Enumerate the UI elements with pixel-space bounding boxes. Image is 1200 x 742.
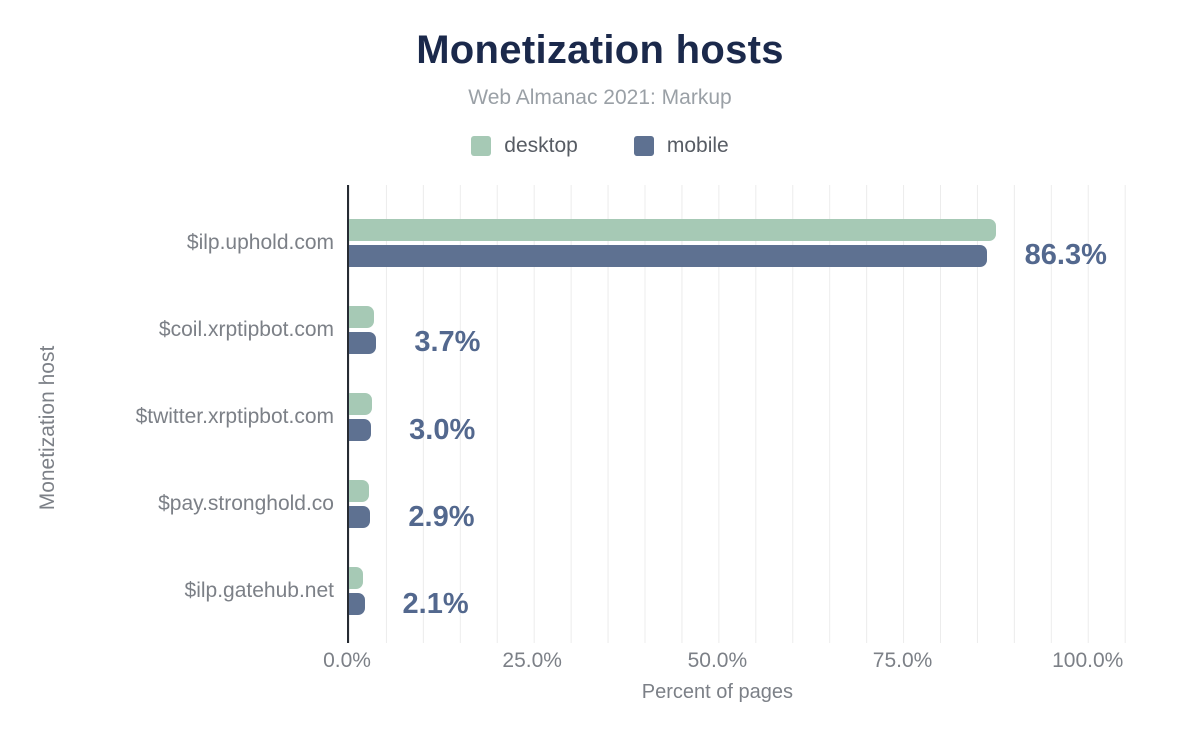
bar-mobile-wrap [349,506,371,529]
legend-label-mobile: mobile [666,134,729,157]
x-axis-tick-labels: 0.0% 25.0% 50.0% 75.0% 100.0% [323,649,1147,675]
legend-item-desktop[interactable]: desktop [471,134,578,158]
x-axis: 0.0% 25.0% 50.0% 75.0% 100.0% Percent of pag… [323,635,1147,711]
legend-swatch-mobile-icon [633,136,654,156]
category-label: $ilp.uphold.com [186,230,334,254]
x-tick-label: 50.0% [687,649,748,672]
bar-mobile-wrap [349,419,372,441]
category-label: $coil.xrptipbot.com [158,317,334,341]
value-label: 2.9% [408,500,475,533]
bar-group: 2.9% [349,461,1147,548]
x-axis-title: Percent of pages [641,681,793,703]
x-axis-tick-marks [347,635,1147,643]
mobile-bar-line: 3.7% [349,328,1147,357]
x-tick-label: 75.0% [872,649,933,672]
category-axis: $ilp.uphold.com $coil.xrptipbot.com $twitt… [0,185,347,635]
category-label: $pay.stronghold.co [158,492,334,516]
chart-region: Monetization host $ilp.uphold.com $coil.x… [0,185,1200,711]
x-tick-label: 0.0% [323,649,371,672]
bar-mobile[interactable] [349,331,377,354]
x-tick-label: 100.0% [1052,649,1124,672]
bar-desktop[interactable] [349,567,364,590]
legend: desktop mobile [0,134,1200,158]
bar-mobile-wrap [349,331,377,354]
bar-group: 3.7% [349,286,1147,373]
mobile-bar-line: 3.0% [349,415,1147,444]
bar-desktop[interactable] [349,218,996,241]
legend-item-mobile[interactable]: mobile [633,134,729,158]
bar-group: 86.3% [349,199,1147,286]
category-label: $ilp.gatehub.net [184,579,334,603]
bar-mobile-wrap [349,244,987,267]
legend-label-desktop: desktop [504,134,578,157]
value-label: 3.0% [409,413,476,446]
legend-swatch-desktop-icon [471,136,492,156]
plot-with-labels: $ilp.uphold.com $coil.xrptipbot.com $twitt… [0,185,1200,635]
bar-group: 3.0% [349,373,1147,460]
value-label: 3.7% [414,326,481,359]
mobile-bar-line: 2.1% [349,589,1147,618]
chart-subtitle: Web Almanac 2021: Markup [468,86,732,109]
bar-mobile[interactable] [349,419,372,441]
value-label: 2.1% [402,587,469,620]
mobile-bar-line: 2.9% [349,502,1147,531]
y-axis-title: Monetization host [36,345,59,511]
bar-desktop[interactable] [349,393,372,415]
bar-mobile-wrap [349,593,365,616]
chart-title: Monetization hosts [416,28,784,72]
bar-mobile[interactable] [349,244,987,267]
value-label: 86.3% [1024,239,1107,272]
x-tick-label: 25.0% [502,649,562,672]
bar-desktop[interactable] [349,480,369,503]
mobile-bar-line: 86.3% [349,241,1147,270]
bar-desktop[interactable] [349,305,375,328]
bar-mobile[interactable] [349,506,371,529]
category-label: $twitter.xrptipbot.com [135,405,334,428]
bar-group: 2.1% [349,548,1147,635]
bar-mobile[interactable] [349,593,365,616]
plot-area: 86.3% 3.7% 3.0% 2.9% 2.1% [347,185,1147,635]
